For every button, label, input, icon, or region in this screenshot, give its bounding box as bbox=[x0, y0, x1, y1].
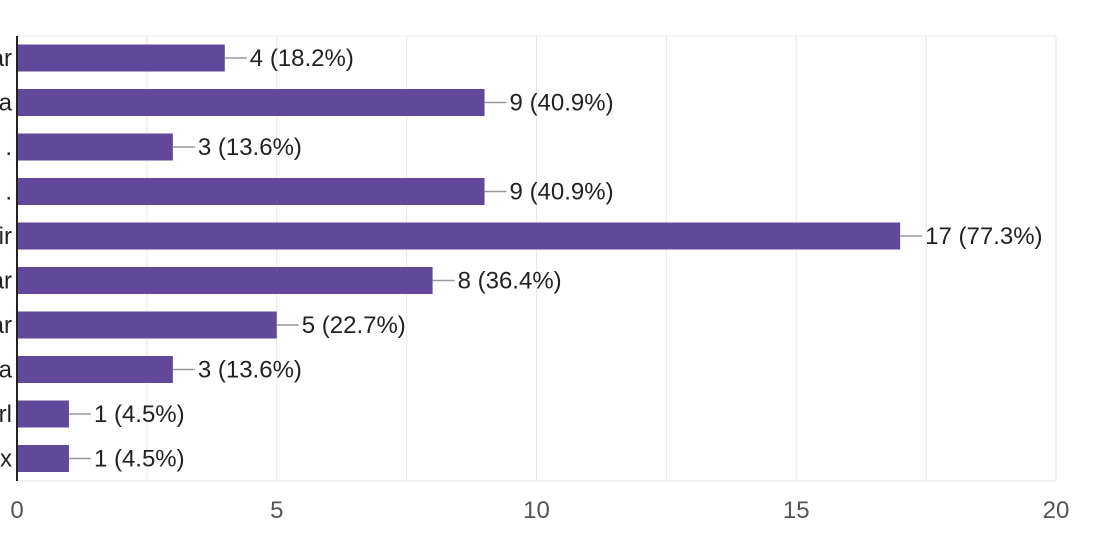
data-label: 3 (13.6%) bbox=[198, 357, 302, 384]
data-label: 3 (13.6%) bbox=[198, 134, 302, 161]
category-label: a bbox=[0, 357, 13, 384]
data-label: 17 (77.3%) bbox=[925, 223, 1042, 250]
x-tick-label: 10 bbox=[523, 497, 550, 524]
data-label: 1 (4.5%) bbox=[94, 446, 185, 473]
data-label: 8 (36.4%) bbox=[458, 268, 562, 295]
category-label: . bbox=[5, 134, 12, 161]
axis-layer: 0 5 10 15 20 bbox=[10, 36, 1069, 524]
data-label: 5 (22.7%) bbox=[302, 312, 406, 339]
data-label: 1 (4.5%) bbox=[94, 401, 185, 428]
x-tick-label: 15 bbox=[783, 497, 810, 524]
category-label: x bbox=[0, 446, 12, 473]
bar-layer bbox=[17, 44, 901, 472]
bar bbox=[17, 267, 433, 294]
bar bbox=[17, 445, 69, 472]
data-label: 9 (40.9%) bbox=[510, 179, 614, 206]
category-label: . bbox=[5, 179, 12, 206]
x-tick-label: 5 bbox=[270, 497, 283, 524]
bar bbox=[17, 400, 69, 428]
bar bbox=[17, 356, 173, 383]
label-layer: 4 (18.2%) ar 9 (40.9%) a 3 (13.6%). 9 (40.9%)… bbox=[0, 45, 1043, 473]
category-label: rl bbox=[0, 401, 12, 428]
category-label: ir bbox=[0, 223, 12, 250]
x-tick-label: 20 bbox=[1043, 497, 1070, 524]
bar bbox=[17, 311, 277, 339]
category-label: ar bbox=[0, 312, 12, 339]
category-label: ar bbox=[0, 45, 12, 72]
category-label: a bbox=[0, 90, 13, 117]
category-label: ar bbox=[0, 268, 12, 295]
x-tick-label: 0 bbox=[10, 497, 23, 524]
bar bbox=[17, 133, 173, 161]
data-label: 9 (40.9%) bbox=[510, 90, 614, 117]
bar bbox=[17, 89, 485, 116]
bar bbox=[17, 222, 901, 250]
bar bbox=[17, 44, 225, 72]
data-label: 4 (18.2%) bbox=[250, 45, 354, 72]
bar bbox=[17, 178, 485, 205]
